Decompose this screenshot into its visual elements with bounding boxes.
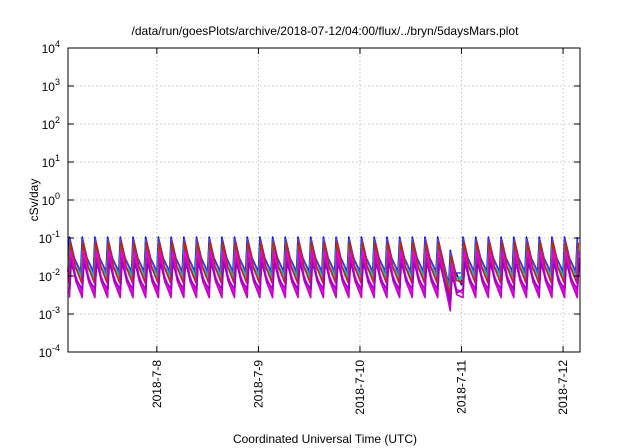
y-tick-base: 10 xyxy=(42,118,56,132)
y-tick-exponent: 0 xyxy=(55,191,60,201)
x-tick-label: 2018-7-12 xyxy=(556,360,570,415)
y-tick-label: 10-2 xyxy=(39,267,60,284)
y-tick-exponent: -2 xyxy=(52,267,60,277)
x-tick-label: 2018-7-11 xyxy=(455,360,469,414)
y-tick-base: 10 xyxy=(39,270,53,284)
y-tick-label: 103 xyxy=(42,77,60,94)
y-tick-exponent: 4 xyxy=(55,39,60,49)
series-line xyxy=(69,262,580,304)
chart-title: /data/run/goesPlots/archive/2018-07-12/0… xyxy=(132,24,520,38)
y-tick-exponent: -4 xyxy=(52,343,60,353)
y-axis-label: cSv/day xyxy=(27,179,41,222)
y-tick-label: 10-1 xyxy=(39,229,60,246)
y-tick-label: 102 xyxy=(42,115,60,132)
x-tick-label: 2018-7-9 xyxy=(251,360,265,408)
x-axis-label: Coordinated Universal Time (UTC) xyxy=(233,432,417,446)
y-tick-base: 10 xyxy=(42,80,56,94)
y-tick-exponent: -3 xyxy=(52,305,60,315)
y-tick-label: 104 xyxy=(42,39,60,56)
y-tick-base: 10 xyxy=(39,346,53,360)
y-tick-base: 10 xyxy=(42,194,56,208)
y-tick-base: 10 xyxy=(42,156,56,170)
y-tick-base: 10 xyxy=(42,42,56,56)
y-tick-exponent: -1 xyxy=(52,229,60,239)
y-tick-exponent: 3 xyxy=(55,77,60,87)
x-tick-label: 2018-7-8 xyxy=(150,360,164,408)
y-tick-label: 101 xyxy=(42,153,60,170)
y-tick-base: 10 xyxy=(39,232,53,246)
y-tick-exponent: 2 xyxy=(55,115,60,125)
y-tick-label: 10-3 xyxy=(39,305,60,322)
y-tick-label: 10-4 xyxy=(39,343,60,360)
x-tick-label: 2018-7-10 xyxy=(353,360,367,415)
grid xyxy=(68,48,580,352)
plot-series xyxy=(67,236,580,312)
y-tick-exponent: 1 xyxy=(55,153,60,163)
plot-frame xyxy=(67,47,581,353)
y-tick-label: 100 xyxy=(42,191,60,208)
y-tick-base: 10 xyxy=(39,308,53,322)
